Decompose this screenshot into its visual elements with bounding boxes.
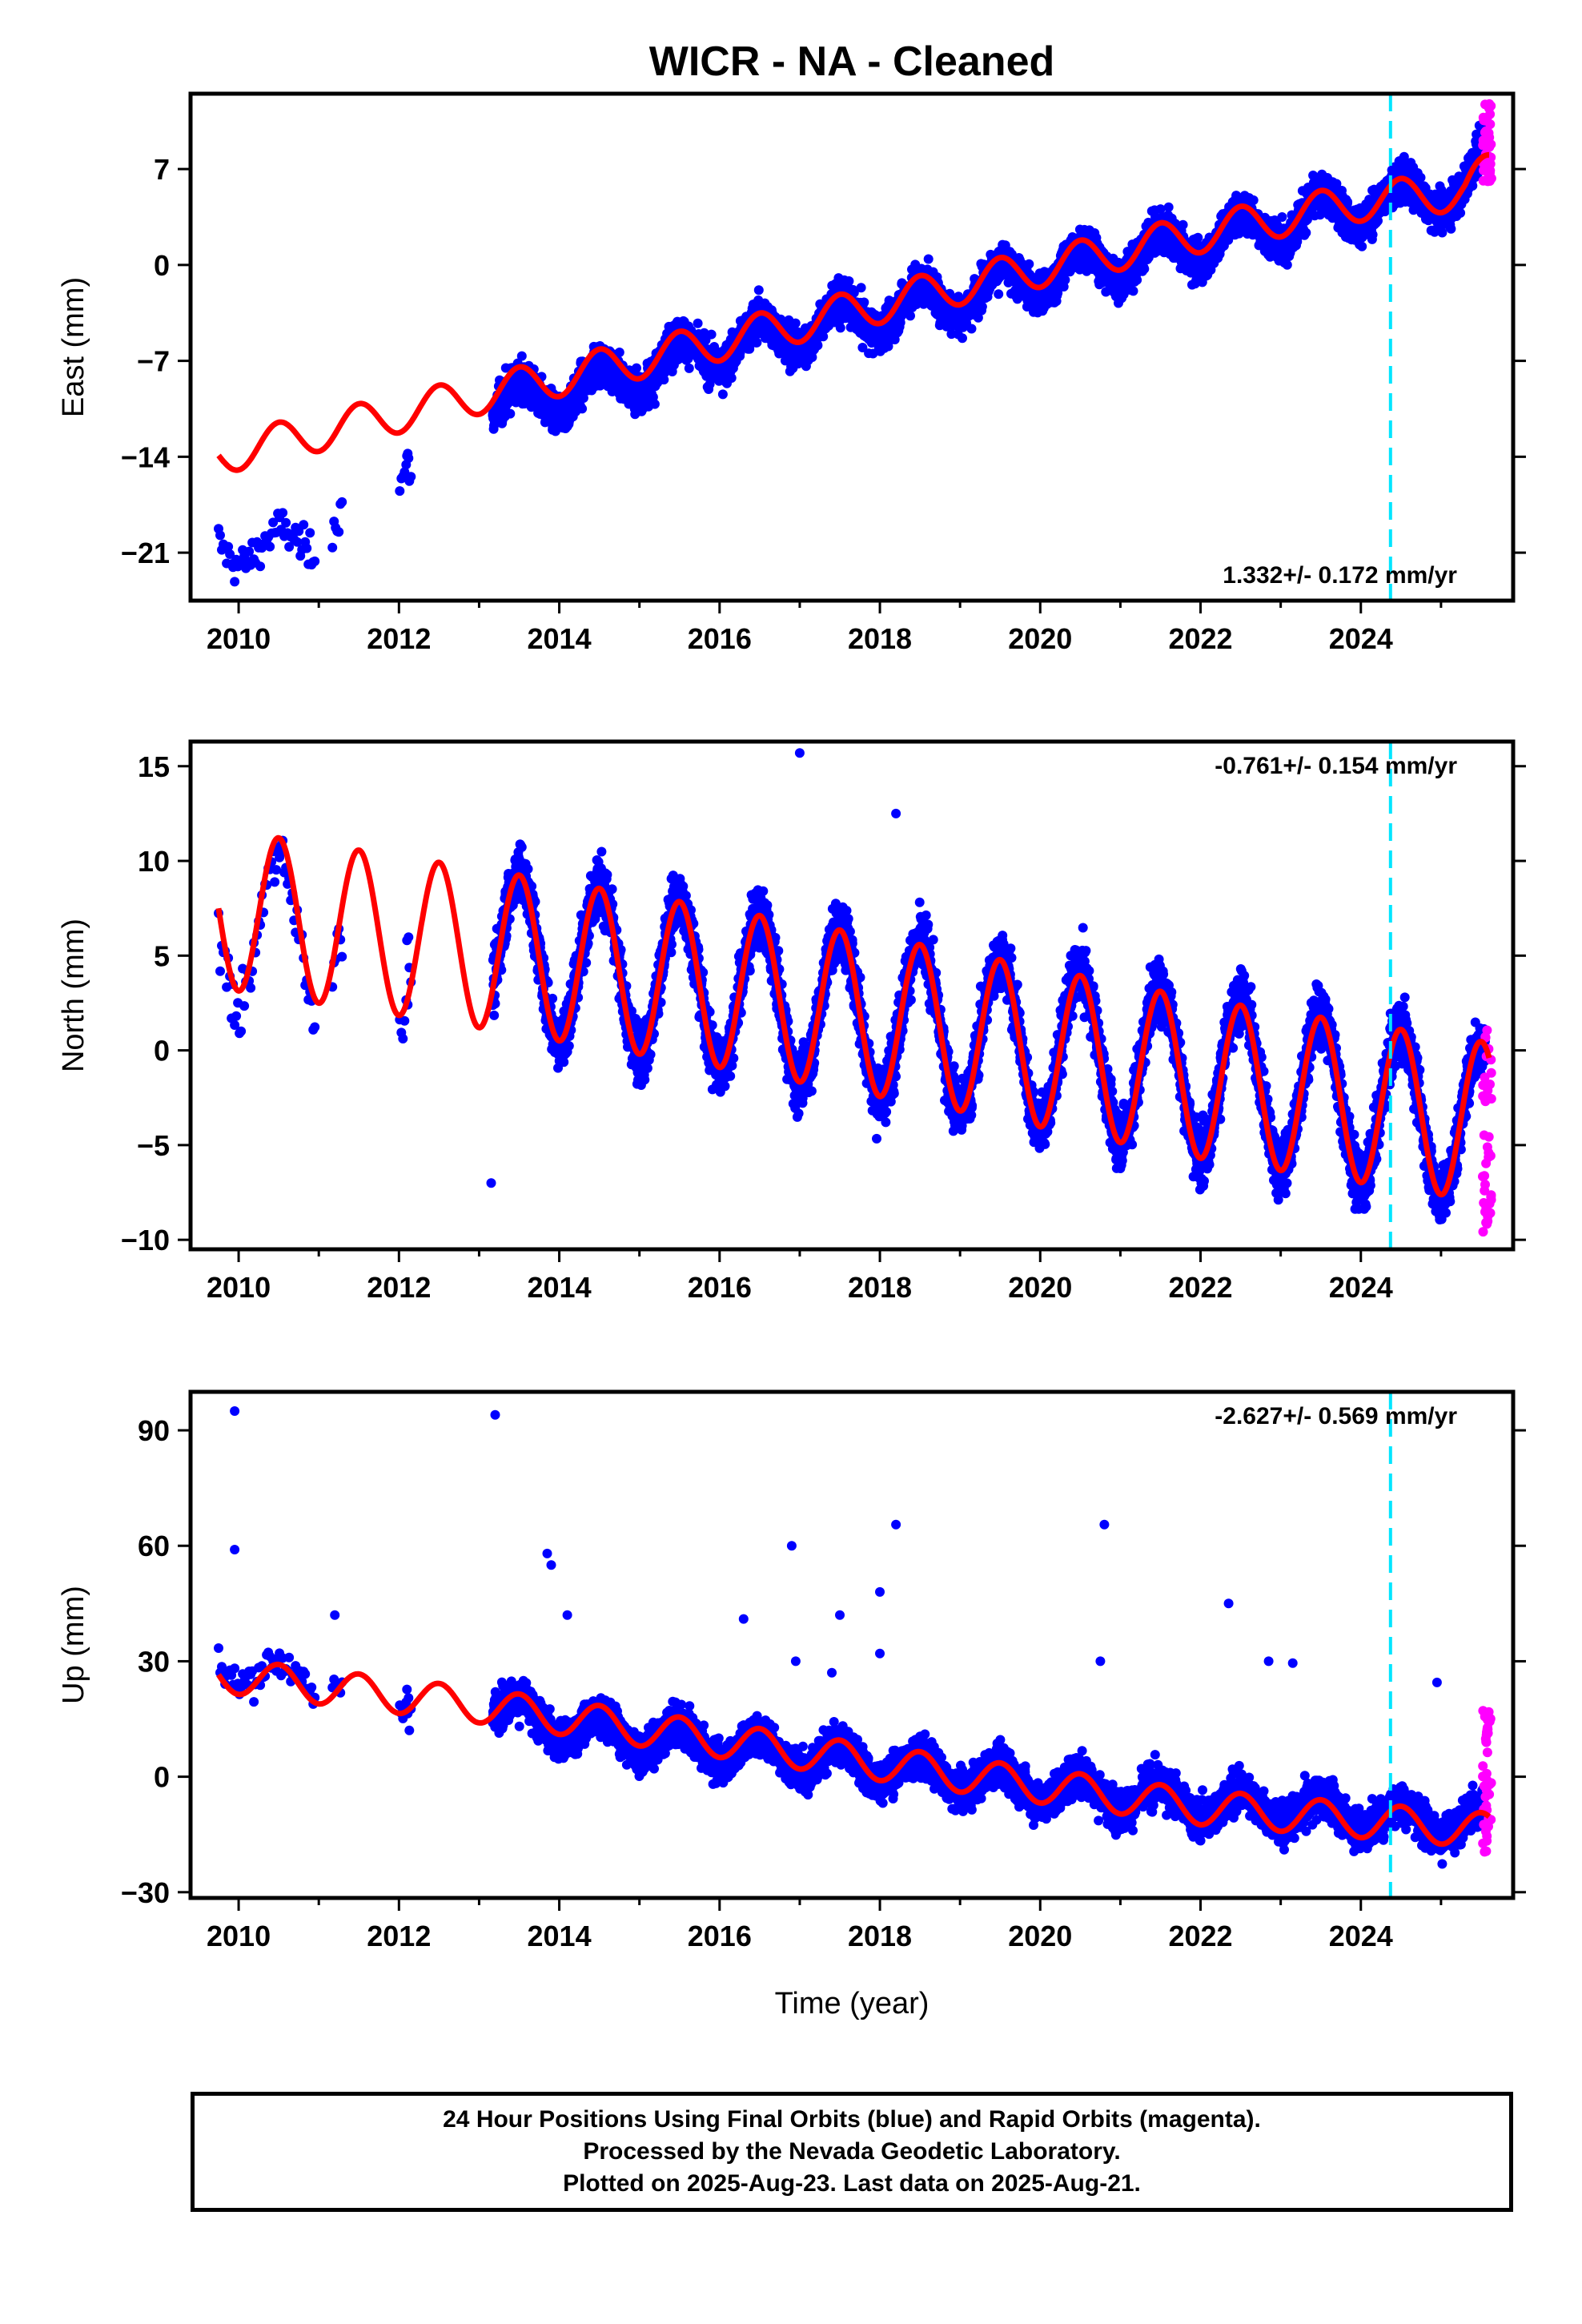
- east-point: [1343, 197, 1353, 207]
- east-point: [1060, 275, 1070, 285]
- east-point: [327, 542, 338, 553]
- east-point: [753, 285, 764, 296]
- east-point: [857, 343, 868, 352]
- east-point: [406, 472, 416, 482]
- east-point: [223, 541, 234, 552]
- east-point: [1277, 212, 1287, 222]
- east-point: [516, 351, 527, 361]
- east-point: [958, 333, 967, 344]
- east-point: [1178, 219, 1188, 230]
- east-point: [717, 389, 728, 400]
- east-point: [859, 297, 869, 308]
- east-point: [278, 508, 288, 518]
- east-point: [693, 318, 703, 328]
- east-point: [1139, 263, 1150, 274]
- east-point: [302, 543, 312, 553]
- east-point: [632, 363, 641, 373]
- east-point: [281, 517, 291, 528]
- east-point: [230, 577, 240, 587]
- east-point: [849, 287, 859, 298]
- east-point: [1193, 232, 1203, 243]
- east-point: [844, 276, 854, 286]
- east-point: [395, 486, 405, 497]
- east-point: [310, 556, 320, 566]
- east-point: [578, 393, 588, 403]
- east-point: [244, 546, 255, 557]
- east-point: [726, 373, 737, 383]
- east-point: [649, 399, 660, 409]
- east-point: [856, 283, 866, 293]
- east-point: [1132, 275, 1142, 285]
- east-point: [305, 528, 315, 538]
- east-point: [255, 561, 266, 572]
- east-point: [1024, 259, 1034, 269]
- east-point: [905, 311, 915, 321]
- east-point: [505, 408, 516, 419]
- east-point: [215, 530, 225, 541]
- east-point: [818, 332, 829, 342]
- east-point: [1248, 195, 1259, 205]
- figure-title: WICR - NA - Cleaned: [649, 38, 1055, 85]
- east-final-orbit-points: [214, 120, 1490, 587]
- east-point: [299, 520, 309, 530]
- east-point: [334, 527, 344, 537]
- east-point: [225, 549, 235, 559]
- east-point: [752, 337, 762, 348]
- east-point: [337, 497, 347, 507]
- east-point: [835, 323, 845, 333]
- east-plot-area: [214, 94, 1496, 601]
- east-point: [265, 541, 275, 552]
- east-point: [977, 301, 987, 312]
- east-point: [684, 363, 694, 373]
- east-point: [813, 340, 823, 351]
- east-point: [1301, 227, 1311, 238]
- east-point: [790, 318, 801, 328]
- east-point: [292, 537, 303, 547]
- east-point: [614, 348, 624, 357]
- east-point: [966, 324, 977, 334]
- east-point: [1128, 286, 1138, 296]
- east-point: [284, 541, 295, 552]
- east-point: [923, 254, 934, 264]
- east-point: [706, 329, 717, 340]
- east-point: [1163, 202, 1174, 212]
- east-point: [577, 404, 588, 414]
- east-point: [1282, 259, 1292, 270]
- east-point: [994, 289, 1004, 300]
